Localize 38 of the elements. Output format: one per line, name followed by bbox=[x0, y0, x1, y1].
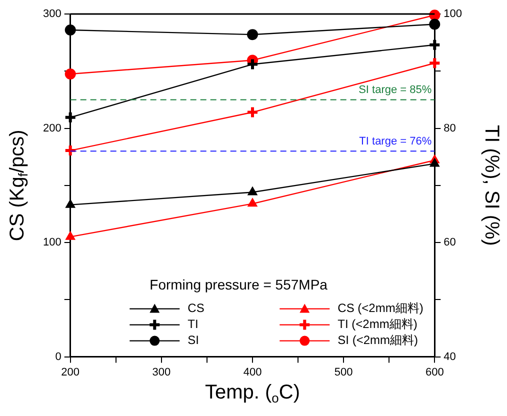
point bbox=[247, 29, 258, 40]
legend-label: SI bbox=[188, 333, 199, 348]
x-tick-label: 600 bbox=[425, 366, 444, 378]
point bbox=[428, 38, 442, 52]
point bbox=[64, 24, 76, 36]
point bbox=[246, 106, 259, 119]
legend-label: SI (<2mm細料) bbox=[338, 333, 418, 348]
y-tick-label: 0 bbox=[55, 350, 62, 363]
y2-tick-label: 100 bbox=[444, 8, 462, 20]
y-axis-title: CS (Kgf/pcs) bbox=[6, 130, 31, 242]
y-tick-label: 200 bbox=[42, 122, 62, 134]
legend-label: TI bbox=[188, 317, 198, 332]
legend-label: TI (<2mm細料) bbox=[338, 317, 418, 332]
y-tick-label: 100 bbox=[42, 236, 62, 249]
ref-line-label: TI targe = 76% bbox=[359, 136, 432, 148]
y2-tick-label: 60 bbox=[444, 236, 456, 249]
point bbox=[248, 198, 258, 207]
point bbox=[246, 58, 259, 71]
legend-label: CS (<2mm細料) bbox=[338, 301, 424, 316]
point bbox=[428, 56, 442, 70]
point bbox=[248, 186, 258, 196]
point bbox=[429, 18, 440, 30]
x-tick-label: 300 bbox=[152, 366, 171, 378]
legend-label: CS bbox=[188, 301, 204, 316]
x-tick-label: 500 bbox=[334, 366, 353, 378]
point bbox=[66, 231, 76, 240]
y2-tick-label: 80 bbox=[444, 122, 456, 134]
point bbox=[64, 68, 76, 80]
x-tick-label: 400 bbox=[243, 366, 262, 378]
x-tick-label: 200 bbox=[61, 366, 80, 378]
ref-line-label: SI targe = 85% bbox=[358, 84, 432, 96]
legend-title: Forming pressure = 557MPa bbox=[150, 276, 328, 293]
y-tick-label: 300 bbox=[42, 8, 62, 20]
y2-axis-title: TI (%), SI (%) bbox=[480, 124, 502, 246]
point bbox=[66, 199, 76, 208]
point bbox=[64, 110, 77, 124]
y2-tick-label: 40 bbox=[444, 350, 456, 363]
point bbox=[430, 158, 440, 167]
